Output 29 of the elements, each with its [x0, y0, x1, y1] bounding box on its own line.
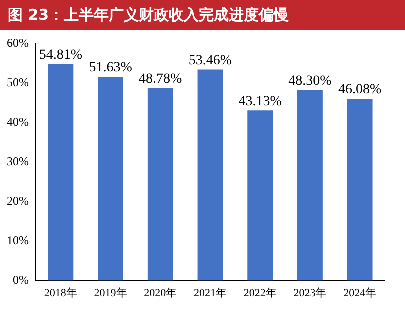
data-label: 46.08% [338, 82, 382, 98]
data-label: 48.78% [139, 72, 183, 87]
x-tick-label: 2021年 [194, 287, 227, 300]
y-tick-label: 50% [6, 76, 29, 90]
x-tick-label: 2023年 [294, 287, 327, 300]
x-tick-label: 2019年 [94, 287, 128, 300]
x-tick-label: 2018年 [44, 287, 78, 300]
bar [198, 70, 224, 281]
data-label: 51.63% [89, 60, 133, 76]
data-label: 53.46% [188, 53, 232, 68]
data-label: 48.30% [288, 74, 332, 89]
bar [248, 110, 274, 281]
bar [98, 77, 124, 281]
bar [298, 90, 323, 281]
bar [347, 98, 373, 281]
chart-title: 图 23：上半年广义财政收入完成进度偏慢 [0, 0, 405, 30]
y-tick-label: 30% [6, 154, 29, 169]
x-tick-label: 2020年 [144, 287, 178, 300]
data-label: 43.13% [238, 94, 282, 110]
y-tick-label: 20% [6, 194, 29, 208]
y-tick-label: 10% [6, 233, 29, 248]
y-tick-label: 60% [6, 36, 29, 50]
bar [48, 64, 74, 281]
y-tick-label: 0% [12, 272, 29, 287]
x-tick-label: 2022年 [244, 287, 277, 300]
y-tick-label: 40% [6, 115, 29, 130]
data-label: 54.81% [39, 48, 83, 64]
bar [148, 88, 174, 281]
x-tick-label: 2024年 [344, 287, 377, 300]
